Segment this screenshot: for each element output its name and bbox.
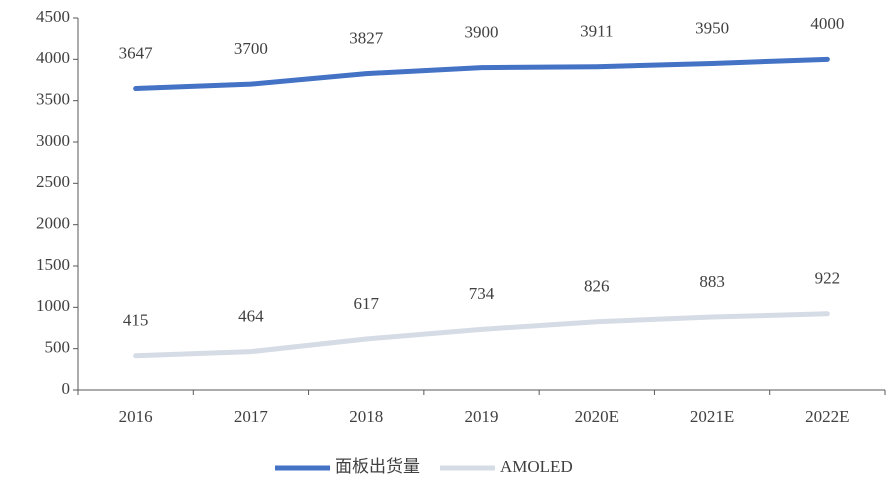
x-tick-label: 2019 [465,407,499,426]
y-tick-label: 4500 [36,7,70,26]
data-label: 3950 [695,18,729,37]
data-label: 3647 [119,43,154,62]
y-tick-label: 2500 [36,172,70,191]
y-tick-label: 4000 [36,48,70,67]
data-label: 617 [353,294,379,313]
y-tick-label: 1500 [36,255,70,274]
data-label: 922 [815,269,841,288]
y-tick-label: 0 [62,379,71,398]
data-label: 3700 [234,39,268,58]
data-label: 415 [123,311,149,330]
data-label: 4000 [810,14,844,33]
data-label: 3900 [465,23,499,42]
data-label: 3827 [349,29,384,48]
y-tick-label: 2000 [36,214,70,233]
x-tick-label: 2017 [234,407,269,426]
series-line [133,56,830,92]
y-tick-label: 3000 [36,131,70,150]
y-tick-label: 1000 [36,296,70,315]
data-label: 734 [469,284,495,303]
y-tick-label: 3500 [36,90,70,109]
x-tick-label: 2020E [575,407,619,426]
series-line [133,311,830,359]
data-label: 464 [238,307,264,326]
legend-label: AMOLED [500,457,573,476]
y-tick-label: 500 [45,338,71,357]
x-tick-label: 2021E [690,407,734,426]
data-label: 826 [584,277,610,296]
x-tick-label: 2022E [805,407,849,426]
x-tick-label: 2018 [349,407,383,426]
legend-label: 面板出货量 [335,457,420,476]
data-label: 883 [699,272,725,291]
data-label: 3911 [580,22,613,41]
x-tick-label: 2016 [119,407,153,426]
